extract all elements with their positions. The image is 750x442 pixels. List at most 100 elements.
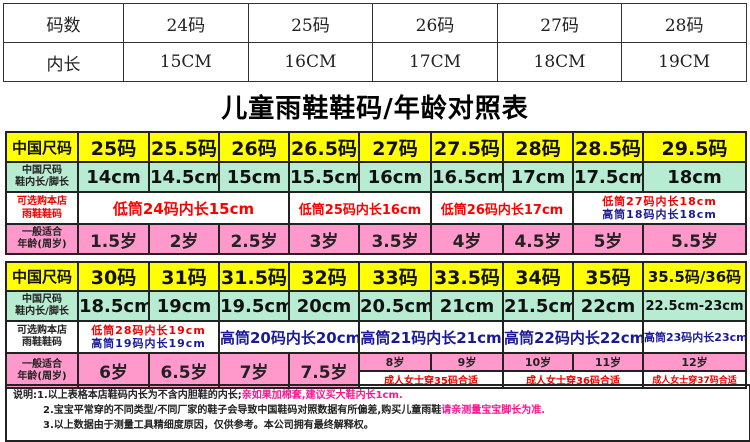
cell: 20cm <box>288 290 360 322</box>
cell: 14.5cm <box>148 161 220 193</box>
size-row: 码数 24码 25码 26码 27码 28码 <box>3 3 747 43</box>
label-line: 可选购本店 <box>17 325 67 336</box>
cell: 2岁 <box>148 223 220 255</box>
cell: 11岁 <box>572 352 644 372</box>
cell: 17CM <box>372 42 498 82</box>
label-line: 中国尺码 <box>22 165 62 176</box>
cell: 28码 <box>502 131 574 163</box>
cell: 31.5码 <box>218 261 290 292</box>
cell: 27码 <box>496 3 623 43</box>
cell: 低筒28码内长19cm 高筒19码内长19cm <box>77 320 220 354</box>
cell: 35码 <box>572 261 644 292</box>
cell-line: 高筒19码内长19cm <box>91 337 206 350</box>
cell: 22cm <box>572 290 644 322</box>
cell: 3.5岁 <box>358 223 432 255</box>
cell: 17cm <box>502 161 574 193</box>
label-line: 年龄(周岁) <box>17 370 67 382</box>
cell: 34码 <box>502 261 574 292</box>
shop-row: 可选购本店 雨鞋鞋码 低筒28码内长19cm 高筒19码内长19cm 高筒20码内长… <box>5 320 747 354</box>
label-line: 中国尺码 <box>22 294 62 305</box>
cell: 14cm <box>77 161 150 193</box>
cell: 22.5cm-23cm <box>642 290 747 322</box>
age-row: 一般适合 年龄(周岁) 1.5岁 2岁 2.5岁 3岁 3.5岁 4岁 4.5岁 … <box>5 223 747 255</box>
cell: 5.5岁 <box>642 223 747 255</box>
cell: 19.5cm <box>218 290 290 322</box>
cell: 低筒25码内长16cm <box>288 191 432 225</box>
cell: 19cm <box>148 290 220 322</box>
cell: 28.5码 <box>572 131 644 163</box>
cell: 32码 <box>288 261 360 292</box>
cell: 15.5cm <box>288 161 360 193</box>
cell: 27.5码 <box>430 131 504 163</box>
label-line: 雨鞋鞋码 <box>22 209 62 220</box>
row-label: 内长 <box>3 42 124 82</box>
cell: 33.5码 <box>430 261 504 292</box>
cell-line: 低筒28码内长19cm <box>91 324 206 337</box>
cell: 16CM <box>247 42 374 82</box>
length-row: 中国尺码 鞋内长/脚长 18.5cm 19cm 19.5cm 20cm 20.5c… <box>5 290 747 322</box>
length-row: 中国尺码 鞋内长/脚长 14cm 14.5cm 15cm 15.5cm 16cm … <box>5 161 747 193</box>
cell: 17.5cm <box>572 161 644 193</box>
label-line: 可选购本店 <box>17 196 67 207</box>
cell: 15cm <box>218 161 290 193</box>
note-text: 1.以上表格本店鞋码内长为不含内胆鞋的内长; <box>37 390 242 401</box>
note-2: 2.宝宝平常穿的不同类型/不同厂家的鞋子会导致中国鞋码对照数据有所偏差,购买儿童… <box>13 403 743 418</box>
shop-row: 可选购本店雨鞋鞋码 低筒24码内长15cm 低筒25码内长16cm 低筒26码内… <box>5 191 747 225</box>
row-label: 中国尺码 <box>5 261 79 292</box>
cell: 25码 <box>77 131 150 163</box>
cell: 21.5cm <box>502 290 574 322</box>
note-text: 2.宝宝平常穿的不同类型/不同厂家的鞋子会导致中国鞋码对照数据有所偏差,购买儿童… <box>43 405 442 416</box>
cell: 24码 <box>123 3 249 43</box>
cell: 35.5码/36码 <box>642 261 747 292</box>
cell: 8岁 <box>358 352 432 372</box>
size-row: 中国尺码 25码 25.5码 26码 26.5码 27码 27.5码 28码 2… <box>5 131 747 163</box>
cell: 26码 <box>372 3 498 43</box>
cell: 高筒23码内长23cm <box>642 320 747 354</box>
cell: 低筒26码内长17cm <box>430 191 574 225</box>
cell: 6岁 <box>77 352 150 389</box>
cell: 2.5岁 <box>218 223 290 255</box>
row-label: 一般适合 年龄(周岁) <box>5 352 79 389</box>
cell: 低筒24码内长15cm <box>77 191 290 225</box>
cell-line: 低筒27码内长18cm <box>602 195 717 208</box>
cell: 20.5cm <box>358 290 432 322</box>
inner-length-table: 码数 24码 25码 26码 27码 28码 内长 15CM 16CM 17CM… <box>3 3 747 82</box>
cell: 6.5岁 <box>148 352 220 389</box>
cell: 31码 <box>148 261 220 292</box>
cell: 27码 <box>358 131 432 163</box>
label-line: 雨鞋鞋码 <box>22 337 62 348</box>
label-line: 一般适合 <box>22 358 62 370</box>
cell: 12岁 <box>642 352 747 372</box>
age-row: 一般适合 年龄(周岁) 6岁 6.5岁 7岁 7.5岁 8岁 9岁 10岁 11岁… <box>5 352 747 389</box>
note-3: 3.以上数据由于测量工具精细度原因，仅供参考。本公司拥有最终解释权。 <box>43 420 374 431</box>
length-row: 内长 15CM 16CM 17CM 18CM 19CM <box>3 42 747 82</box>
cell: 高筒20码内长20cm <box>218 320 360 354</box>
note-1: 说明:1.以上表格本店鞋码内长为不含内胆鞋的内长;亲如果加棉套,建议买大鞋内长1… <box>13 388 743 403</box>
cell: 4.5岁 <box>502 223 574 255</box>
label-line: 鞋内长/脚长 <box>15 306 69 317</box>
cell-line: 高筒18码内长18cm <box>602 208 717 221</box>
cell: 高筒21码内长21cm <box>358 320 504 354</box>
note-highlight: 亲如果加棉套,建议买大鞋内长1cm. <box>241 390 403 401</box>
cell: 28码 <box>621 3 747 43</box>
cell: 5岁 <box>572 223 644 255</box>
cell: 低筒27码内长18cm 高筒18码内长18cm <box>572 191 747 225</box>
cell: 16cm <box>358 161 432 193</box>
page-title: 儿童雨鞋鞋码/年龄对照表 <box>221 94 529 124</box>
label-line: 一般适合 <box>22 227 62 238</box>
cell: 15CM <box>123 42 249 82</box>
cell: 33码 <box>358 261 432 292</box>
cell: 1.5岁 <box>77 223 150 255</box>
cell: 25.5码 <box>148 131 220 163</box>
cell: 19CM <box>621 42 747 82</box>
cell: 18CM <box>496 42 623 82</box>
cell: 26码 <box>218 131 290 163</box>
row-label: 可选购本店 雨鞋鞋码 <box>5 191 79 225</box>
note-prefix: 说明: <box>13 390 37 401</box>
row-label: 一般适合 年龄(周岁) <box>5 223 79 255</box>
cell: 3岁 <box>288 223 360 255</box>
cell: 4岁 <box>430 223 504 255</box>
cell: 18.5cm <box>77 290 150 322</box>
row-label: 中国尺码 <box>5 131 79 163</box>
row-label: 中国尺码 鞋内长/脚长 <box>5 161 79 193</box>
